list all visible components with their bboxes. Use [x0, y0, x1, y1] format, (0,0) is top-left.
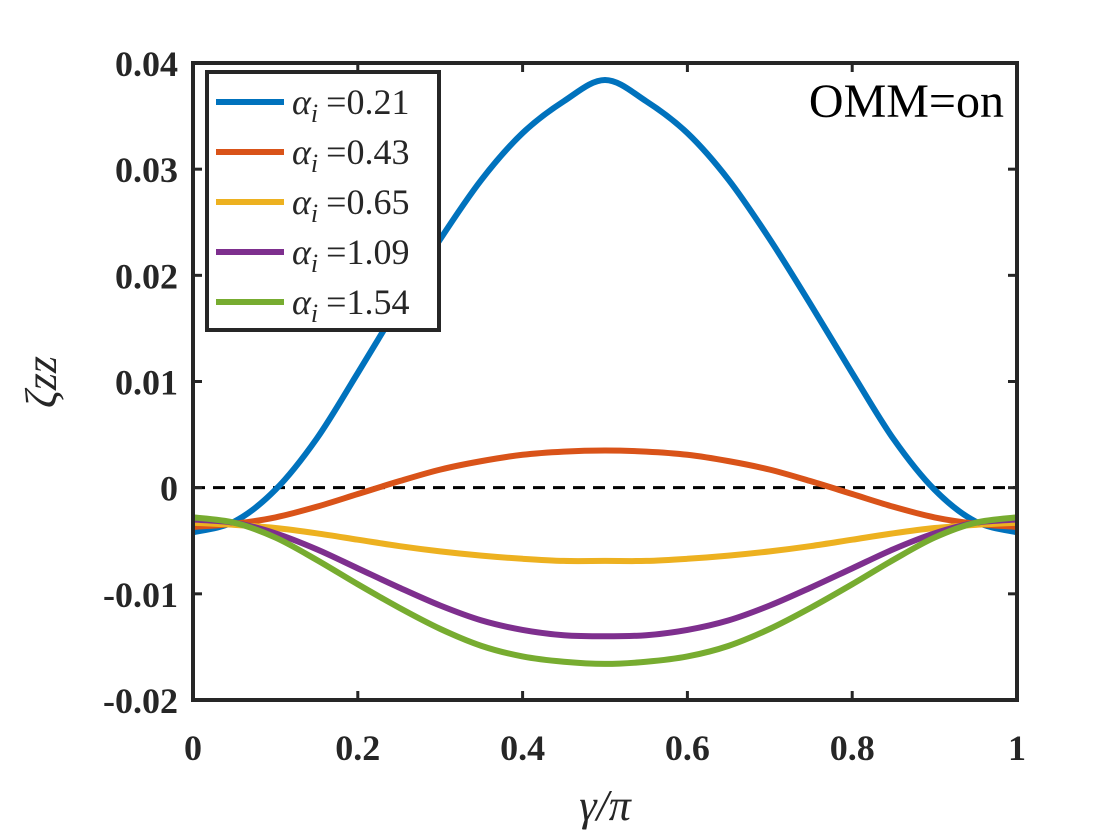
y-tick-label: 0 — [160, 469, 178, 509]
omm-annotation: OMM=on — [809, 75, 1004, 128]
y-tick-label: 0.03 — [115, 150, 178, 190]
ticks-layer: 0 0.2 0.4 0.6 0.8 1 -0.02 -0.01 0 0.01 0.02 0.03 0.0… — [103, 44, 1026, 768]
y-axis-label: ζzz — [17, 356, 66, 408]
x-tick-label: 0.4 — [500, 728, 545, 768]
y-tick-label: 0.01 — [115, 363, 178, 403]
series-line-1 — [192, 76, 1018, 536]
x-tick-label: 0.6 — [665, 728, 710, 768]
series-line-5 — [192, 514, 1018, 667]
series-line-2 — [192, 447, 1018, 530]
legend-label-3: αi =0.65 — [292, 182, 409, 228]
x-tick-label: 0.8 — [830, 728, 875, 768]
series-layer — [192, 76, 1018, 667]
x-tick-label: 1 — [1008, 728, 1026, 768]
legend-label-2: αi =0.43 — [292, 132, 409, 178]
y-tick-label: -0.01 — [103, 575, 178, 615]
x-axis-label: γ/π — [579, 781, 633, 830]
x-tick-label: 0 — [184, 728, 202, 768]
legend-label-4: αi =1.09 — [292, 232, 409, 278]
series-line-4 — [192, 516, 1018, 640]
legend-label-1: αi =0.21 — [292, 82, 409, 128]
y-tick-label: 0.04 — [115, 44, 178, 84]
y-tick-label: 0.02 — [115, 256, 178, 296]
y-tick-label: -0.02 — [103, 681, 178, 721]
legend-label-5: αi =1.54 — [292, 282, 409, 328]
x-tick-label: 0.2 — [335, 728, 380, 768]
series-line-3 — [192, 519, 1018, 565]
axes-box — [191, 61, 1019, 702]
